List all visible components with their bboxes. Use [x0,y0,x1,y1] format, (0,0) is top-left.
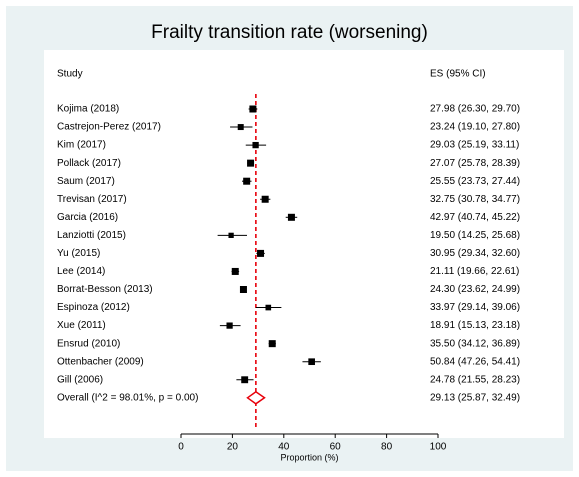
study-effect-size: 42.97 (40.74, 45.22) [430,212,520,223]
effect-size-marker [249,105,257,113]
study-column-header: Study [57,69,83,80]
chart-title: Frailty transition rate (worsening) [151,22,428,43]
x-tick-label: 40 [278,442,290,453]
effect-size-marker [261,195,269,203]
study-label: Gill (2006) [57,374,103,385]
study-effect-size: 50.84 (47.26, 54.41) [430,356,520,367]
study-label: Lanziotti (2015) [57,230,126,241]
study-effect-size: 32.75 (30.78, 34.77) [430,194,520,205]
study-label: Espinoza (2012) [57,302,130,313]
overall-label: Overall (I^2 = 98.01%, p = 0.00) [57,392,198,403]
overall-effect-size: 29.13 (25.87, 32.49) [430,392,520,403]
x-tick-label: 100 [430,442,447,453]
x-tick-label: 0 [178,442,184,453]
effect-size-marker [226,322,233,329]
study-effect-size: 27.98 (26.30, 29.70) [430,104,520,115]
study-label: Xue (2011) [57,320,106,331]
x-tick-label: 80 [381,442,393,453]
study-label: Ensrud (2010) [57,338,120,349]
study-effect-size: 23.24 (19.10, 27.80) [430,122,520,133]
study-effect-size: 25.55 (23.73, 27.44) [430,176,520,187]
study-effect-size: 35.50 (34.12, 36.89) [430,338,520,349]
effect-size-marker [287,213,295,221]
study-label: Ottenbacher (2009) [57,356,144,367]
chart-background: Frailty transition rate (worsening) Stud… [6,6,573,471]
study-label: Garcia (2016) [57,212,118,223]
effect-size-marker [308,358,315,366]
study-effect-size: 21.11 (19.66, 22.61) [430,266,519,277]
effect-size-marker [231,267,239,275]
effect-size-marker [239,286,247,293]
study-effect-size: 27.07 (25.78, 28.39) [430,158,520,169]
effect-size-marker [268,340,276,348]
study-effect-size: 29.03 (25.19, 33.11) [430,140,519,151]
study-label: Kim (2017) [57,140,106,151]
overall-diamond [246,390,266,405]
study-label: Castrejon-Perez (2017) [57,122,161,133]
study-label: Lee (2014) [57,266,105,277]
es-column-header: ES (95% CI) [430,69,486,80]
study-label: Pollack (2017) [57,158,121,169]
x-axis-label: Proportion (%) [280,452,338,462]
effect-size-marker [252,141,259,149]
effect-size-marker [228,232,234,238]
effect-size-marker [237,124,244,131]
study-label: Borrat-Besson (2013) [57,284,153,295]
study-label: Trevisan (2017) [57,194,127,205]
x-tick-label: 20 [227,442,239,453]
plot-area: Study ES (95% CI) Kojima (2018) 27.98 (26.3… [44,50,564,463]
effect-size-marker [257,249,265,257]
study-effect-size: 18.91 (15.13, 23.18) [430,320,520,331]
forest-plot: Study ES (95% CI) Kojima (2018) 27.98 (26.3… [57,69,520,463]
study-effect-size: 33.97 (29.14, 39.06) [430,302,520,313]
study-label: Yu (2015) [57,248,100,259]
x-tick-label: 60 [330,442,342,453]
effect-size-marker [247,159,255,167]
effect-size-marker [265,304,272,311]
effect-size-marker [243,177,251,185]
study-label: Kojima (2018) [57,104,119,115]
effect-size-marker [241,376,249,384]
study-label: Saum (2017) [57,176,115,187]
study-effect-size: 24.78 (21.55, 28.23) [430,374,520,385]
study-effect-size: 19.50 (14.25, 25.68) [430,230,520,241]
study-effect-size: 30.95 (29.34, 32.60) [430,248,520,259]
study-effect-size: 24.30 (23.62, 24.99) [430,284,520,295]
